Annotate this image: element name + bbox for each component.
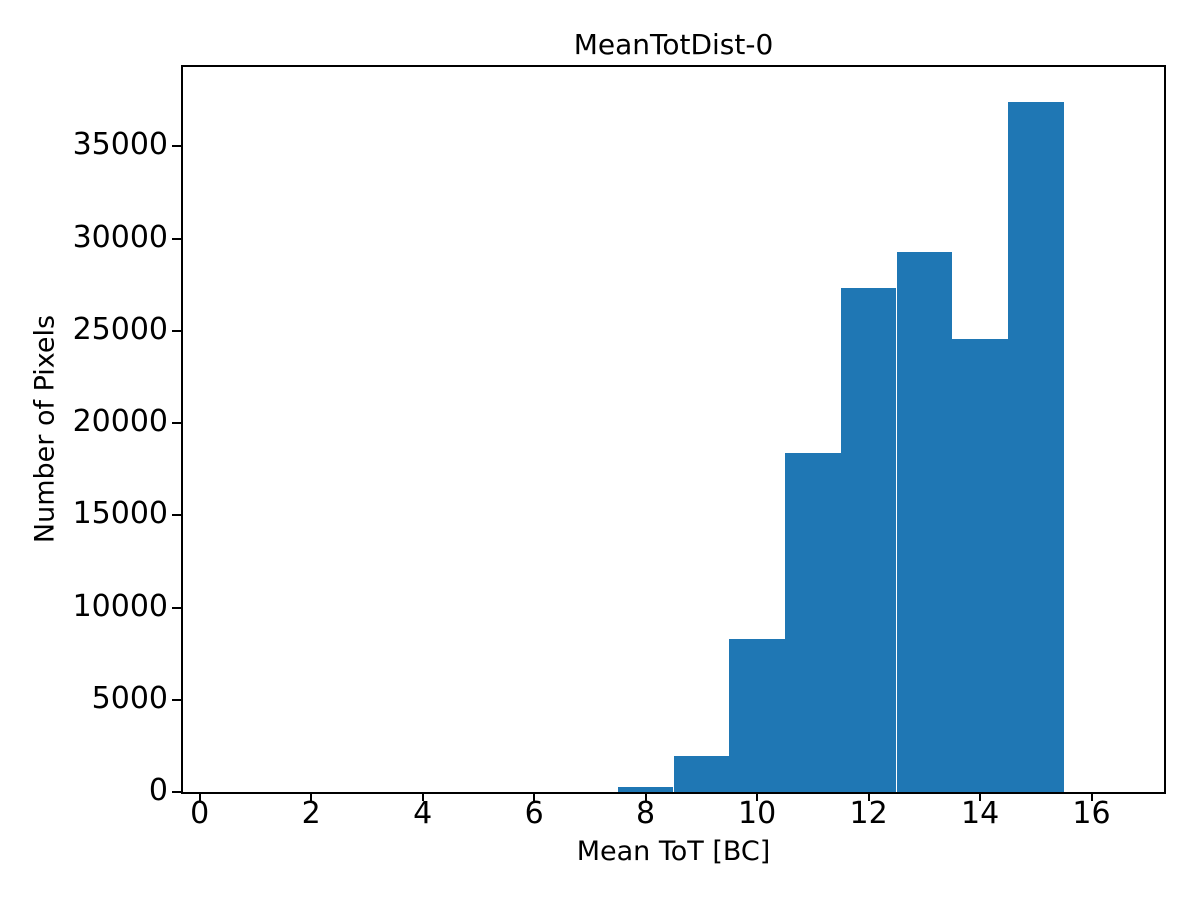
y-tick-label: 10000	[72, 588, 168, 624]
chart-title: MeanTotDist-0	[573, 28, 774, 61]
x-tick-mark	[198, 792, 201, 801]
y-tick-mark	[172, 791, 181, 793]
x-tick-label: 6	[524, 796, 544, 831]
x-tick-label: 4	[413, 796, 433, 831]
x-tick-mark	[979, 792, 982, 801]
x-tick-label: 12	[849, 796, 888, 831]
y-tick-mark	[172, 145, 181, 148]
y-tick-mark	[172, 329, 181, 332]
y-axis-label-text: Number of Pixels	[29, 314, 61, 544]
x-tick-mark	[867, 792, 870, 801]
plot-area	[181, 65, 1166, 794]
y-tick-label: 35000	[72, 127, 168, 163]
x-tick-label: 0	[190, 796, 210, 831]
x-tick-mark	[1090, 792, 1093, 801]
y-tick-label: 25000	[72, 311, 168, 347]
y-tick-mark	[172, 514, 181, 517]
y-tick-label: 20000	[72, 404, 168, 439]
histogram-bar	[840, 287, 897, 792]
x-tick-label: 8	[636, 796, 656, 831]
histogram-bar	[952, 339, 1008, 792]
x-tick-mark	[310, 792, 313, 801]
x-axis-label: Mean ToT [BC]	[576, 836, 771, 867]
histogram-bar	[617, 787, 674, 792]
x-tick-label: 16	[1072, 796, 1111, 831]
histogram-bar	[729, 638, 785, 792]
y-tick-mark	[172, 422, 181, 424]
x-tick-mark	[756, 792, 759, 801]
y-tick-mark	[172, 698, 181, 701]
histogram-bar	[1007, 102, 1064, 792]
x-tick-label: 10	[738, 796, 777, 831]
x-tick-mark	[644, 792, 647, 801]
y-tick-label: 5000	[91, 680, 168, 716]
histogram-bar	[673, 756, 730, 792]
x-tick-mark	[421, 792, 424, 801]
y-tick-mark	[172, 237, 181, 240]
x-tick-label: 2	[301, 796, 321, 831]
histogram-bar	[896, 252, 953, 792]
x-tick-label: 14	[961, 796, 1000, 831]
y-tick-label: 15000	[72, 496, 168, 532]
y-tick-label: 30000	[72, 219, 168, 255]
bars-container	[183, 67, 1164, 792]
histogram-bar	[785, 452, 841, 792]
y-tick-label: 0	[148, 773, 168, 808]
y-tick-mark	[172, 606, 181, 609]
x-tick-mark	[533, 792, 536, 801]
